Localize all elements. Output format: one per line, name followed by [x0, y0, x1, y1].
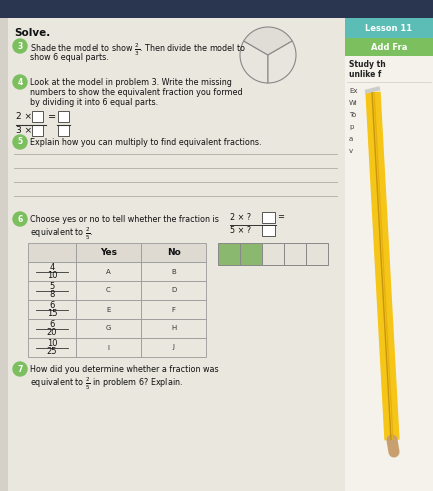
Text: B: B [171, 269, 176, 274]
Wedge shape [244, 27, 292, 55]
FancyBboxPatch shape [28, 338, 76, 357]
FancyBboxPatch shape [284, 243, 306, 265]
FancyBboxPatch shape [0, 0, 433, 18]
Text: Explain how you can multiply to find equivalent fractions.: Explain how you can multiply to find equ… [30, 138, 262, 147]
Text: by dividing it into 6 equal parts.: by dividing it into 6 equal parts. [30, 98, 158, 107]
Wedge shape [268, 41, 296, 83]
FancyBboxPatch shape [141, 281, 206, 300]
Text: C: C [106, 288, 111, 294]
Circle shape [13, 135, 27, 149]
Text: E: E [107, 306, 111, 312]
FancyBboxPatch shape [262, 212, 275, 223]
Text: J: J [172, 345, 174, 351]
Text: equivalent to $\frac{2}{5}$ in problem 6? Explain.: equivalent to $\frac{2}{5}$ in problem 6… [30, 376, 183, 392]
Text: 5 × ?: 5 × ? [230, 226, 251, 235]
FancyBboxPatch shape [58, 125, 69, 136]
FancyBboxPatch shape [28, 319, 76, 338]
Text: 8: 8 [49, 290, 55, 299]
Text: D: D [171, 288, 176, 294]
Text: Wi: Wi [349, 100, 358, 106]
FancyBboxPatch shape [76, 300, 141, 319]
Wedge shape [240, 41, 268, 83]
FancyBboxPatch shape [345, 18, 433, 491]
Text: Ex: Ex [349, 88, 358, 94]
Text: 10: 10 [47, 339, 57, 348]
Text: show 6 equal parts.: show 6 equal parts. [30, 53, 109, 62]
FancyBboxPatch shape [76, 319, 141, 338]
Text: To: To [349, 112, 356, 118]
Text: I: I [107, 345, 110, 351]
FancyBboxPatch shape [28, 300, 76, 319]
Text: 6: 6 [49, 301, 55, 310]
FancyBboxPatch shape [32, 111, 43, 122]
Text: 2 × ?: 2 × ? [230, 213, 251, 222]
Text: p: p [349, 124, 353, 130]
Text: 5: 5 [49, 282, 55, 291]
Text: 6: 6 [49, 320, 55, 329]
FancyBboxPatch shape [141, 243, 206, 262]
FancyBboxPatch shape [28, 243, 76, 262]
FancyBboxPatch shape [0, 18, 8, 491]
Text: 4: 4 [49, 263, 55, 272]
Text: 4: 4 [17, 78, 23, 86]
FancyBboxPatch shape [58, 111, 69, 122]
FancyBboxPatch shape [240, 243, 262, 265]
Text: 2 ×: 2 × [16, 112, 32, 121]
FancyBboxPatch shape [76, 338, 141, 357]
FancyBboxPatch shape [262, 243, 284, 265]
Text: Yes: Yes [100, 248, 117, 257]
FancyBboxPatch shape [28, 281, 76, 300]
Text: Add Fra: Add Fra [371, 43, 407, 52]
Text: Look at the model in problem 3. Write the missing: Look at the model in problem 3. Write th… [30, 78, 232, 87]
Text: v: v [349, 148, 353, 154]
FancyBboxPatch shape [76, 243, 141, 262]
Text: 7: 7 [17, 364, 23, 374]
Text: 3 ×: 3 × [16, 126, 32, 135]
FancyBboxPatch shape [141, 319, 206, 338]
Text: No: No [167, 248, 181, 257]
Text: Lesson 11: Lesson 11 [365, 24, 413, 32]
FancyBboxPatch shape [141, 338, 206, 357]
FancyBboxPatch shape [0, 18, 433, 491]
Text: 3: 3 [17, 42, 23, 51]
Text: Solve.: Solve. [14, 28, 50, 38]
Text: 25: 25 [47, 347, 57, 356]
Text: How did you determine whether a fraction was: How did you determine whether a fraction… [30, 365, 219, 374]
Text: Choose yes or no to tell whether the fraction is: Choose yes or no to tell whether the fra… [30, 215, 219, 224]
Circle shape [13, 362, 27, 376]
Text: numbers to show the equivalent fraction you formed: numbers to show the equivalent fraction … [30, 88, 242, 97]
FancyBboxPatch shape [76, 281, 141, 300]
Text: a: a [349, 136, 353, 142]
Text: Shade the model to show $\frac{2}{3}$. Then divide the model to: Shade the model to show $\frac{2}{3}$. T… [30, 42, 246, 58]
Text: H: H [171, 326, 176, 331]
FancyBboxPatch shape [306, 243, 328, 265]
FancyBboxPatch shape [32, 125, 43, 136]
Text: A: A [106, 269, 111, 274]
Text: F: F [171, 306, 175, 312]
FancyBboxPatch shape [218, 243, 240, 265]
Text: =: = [277, 213, 284, 221]
Text: G: G [106, 326, 111, 331]
FancyBboxPatch shape [345, 18, 433, 38]
Circle shape [13, 75, 27, 89]
FancyBboxPatch shape [28, 262, 76, 281]
FancyBboxPatch shape [76, 262, 141, 281]
Text: 15: 15 [47, 309, 57, 318]
Text: =: = [48, 112, 56, 122]
FancyBboxPatch shape [141, 262, 206, 281]
Text: unlike f: unlike f [349, 70, 381, 79]
Text: 10: 10 [47, 271, 57, 280]
Text: 5: 5 [17, 137, 23, 146]
FancyBboxPatch shape [345, 38, 433, 56]
Circle shape [13, 212, 27, 226]
Circle shape [13, 39, 27, 53]
Text: 6: 6 [17, 215, 23, 223]
Text: equivalent to $\frac{2}{5}$.: equivalent to $\frac{2}{5}$. [30, 226, 94, 243]
FancyBboxPatch shape [262, 225, 275, 236]
Text: Study th: Study th [349, 60, 386, 69]
Text: 20: 20 [47, 328, 57, 337]
FancyBboxPatch shape [141, 300, 206, 319]
